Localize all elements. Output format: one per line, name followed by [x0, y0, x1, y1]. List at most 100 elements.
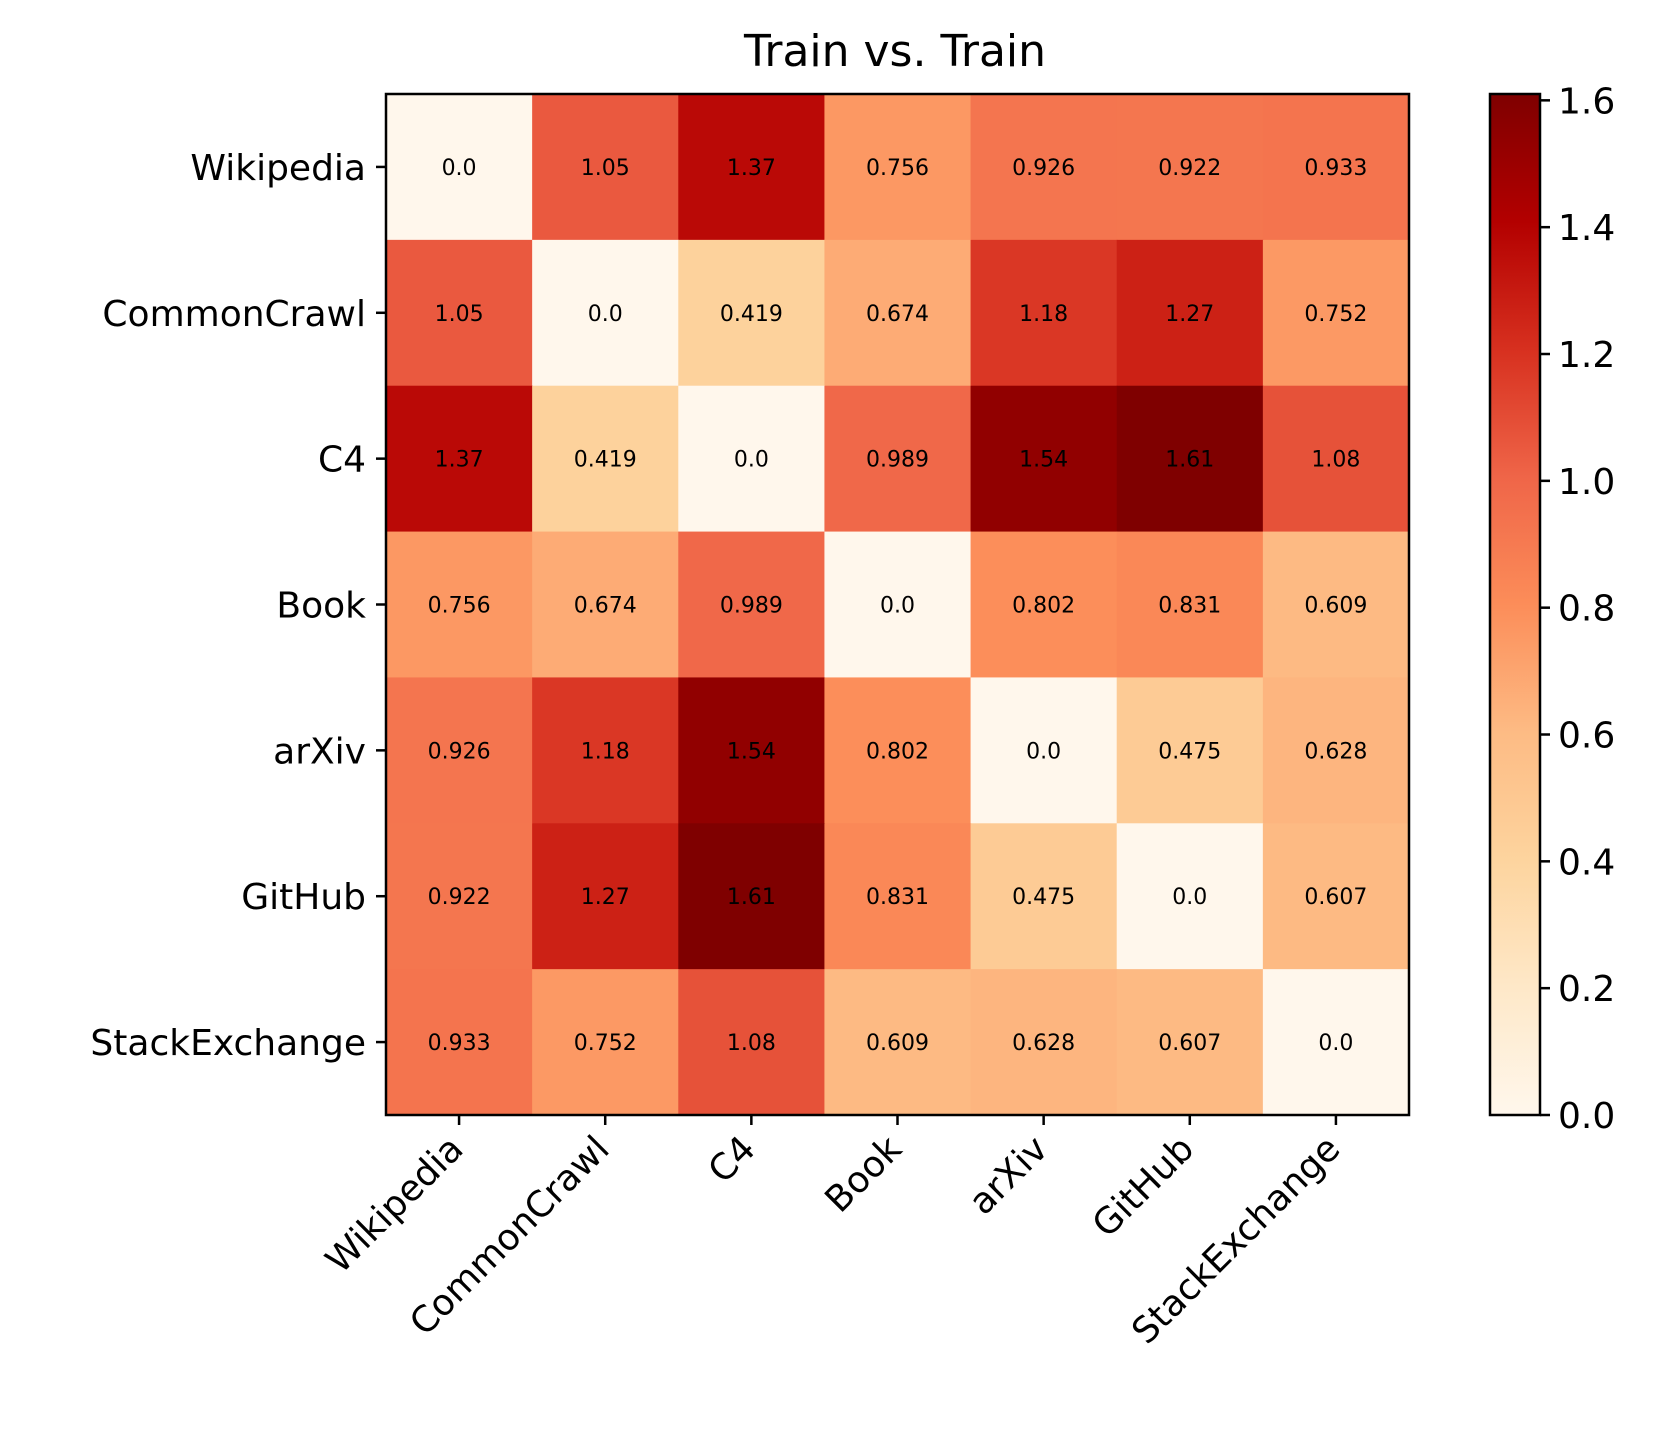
cell-value-label: 0.756	[866, 156, 929, 181]
cell-value-label: 1.27	[581, 885, 630, 910]
heatmap-cell-5-2	[678, 823, 826, 970]
cell-value-label: 1.18	[1019, 302, 1068, 327]
y-axis: Wikipedia CommonCrawl C4 Book arXiv GitHub Sta…	[90, 148, 386, 1064]
x-tick-label: Book	[818, 1128, 910, 1220]
heatmap-cell-labels: 0.0 1.05 1.37 0.756 0.926 0.922 0.933 1.05 0.0 0.…	[428, 156, 1368, 1056]
heatmap-cell-1-3	[824, 239, 972, 387]
heatmap-cell-2-0	[386, 385, 533, 533]
cell-value-label: 0.0	[442, 156, 477, 181]
cell-value-label: 0.989	[866, 448, 929, 473]
heatmap-cell-5-6	[1262, 823, 1410, 970]
colorbar-gradient	[1488, 92, 1542, 1117]
cell-value-label: 0.609	[866, 1031, 929, 1056]
heatmap-cell-2-2	[678, 385, 826, 533]
heatmap-cell-1-1	[532, 239, 679, 387]
colorbar-tick-label: 0.8	[1558, 589, 1615, 630]
cell-value-label: 0.475	[1158, 739, 1221, 764]
cell-value-label: 0.0	[588, 302, 623, 327]
colorbar: 0.0 0.2 0.4 0.6 0.8 1.0 1.2 1.4 1.6	[1488, 81, 1615, 1137]
colorbar-tick-label: 1.6	[1558, 81, 1615, 122]
heatmap-cell-1-0	[386, 239, 533, 387]
heatmap-cell-0-4	[970, 94, 1118, 241]
cell-value-label: 1.18	[581, 739, 630, 764]
cell-value-label: 0.0	[880, 594, 915, 619]
heatmap-cell-2-4	[970, 385, 1118, 533]
cell-value-label: 0.0	[1026, 739, 1061, 764]
x-tick-label: arXiv	[961, 1128, 1056, 1223]
y-tick-label: arXiv	[273, 731, 366, 772]
heatmap-cell-4-0	[386, 677, 533, 824]
colorbar-tick-label: 1.4	[1558, 208, 1615, 249]
heatmap-cell-1-6	[1262, 239, 1410, 387]
heatmap-cell-4-5	[1116, 677, 1264, 824]
heatmap-cell-4-6	[1262, 677, 1410, 824]
heatmap-cell-5-1	[532, 823, 679, 970]
heatmap-cell-2-3	[824, 385, 972, 533]
cell-value-label: 0.674	[574, 594, 637, 619]
heatmap-cell-0-3	[824, 94, 972, 241]
heatmap-cell-1-5	[1116, 239, 1264, 387]
heatmap-cell-3-6	[1262, 531, 1410, 679]
heatmap-cell-4-2	[678, 677, 826, 824]
cell-value-label: 1.08	[1311, 448, 1360, 473]
cell-value-label: 0.802	[1012, 594, 1075, 619]
cell-value-label: 0.607	[1158, 1031, 1221, 1056]
cell-value-label: 0.419	[720, 302, 783, 327]
chart-title: Train vs. Train	[743, 26, 1046, 77]
cell-value-label: 0.802	[866, 739, 929, 764]
heatmap-cell-3-4	[970, 531, 1118, 679]
heatmap-cells	[386, 94, 1410, 1116]
heatmap-cell-5-0	[386, 823, 533, 970]
colorbar-tick-label: 0.6	[1558, 716, 1615, 757]
heatmap-cell-4-4	[970, 677, 1118, 824]
cell-value-label: 0.475	[1012, 885, 1075, 910]
cell-value-label: 0.628	[1012, 1031, 1075, 1056]
y-tick-label: Wikipedia	[190, 148, 366, 189]
heatmap-cell-0-6	[1262, 94, 1410, 241]
heatmap-cell-1-2	[678, 239, 826, 387]
heatmap-cell-6-4	[970, 969, 1118, 1116]
cell-value-label: 0.607	[1304, 885, 1367, 910]
cell-value-label: 0.628	[1304, 739, 1367, 764]
cell-value-label: 0.0	[1172, 885, 1207, 910]
heatmap-cell-3-3	[824, 531, 972, 679]
cell-value-label: 0.752	[574, 1031, 637, 1056]
heatmap-cell-6-0	[386, 969, 533, 1116]
heatmap-cell-6-6	[1262, 969, 1410, 1116]
heatmap-cell-4-3	[824, 677, 972, 824]
y-tick-label: C4	[318, 440, 366, 481]
heatmap-cell-3-1	[532, 531, 679, 679]
heatmap-cell-1-4	[970, 239, 1118, 387]
cell-value-label: 0.0	[1318, 1031, 1353, 1056]
heatmap-cell-2-1	[532, 385, 679, 533]
cell-value-label: 0.933	[428, 1031, 491, 1056]
x-tick-label: C4	[701, 1128, 764, 1191]
cell-value-label: 0.922	[428, 885, 491, 910]
heatmap-cell-6-1	[532, 969, 679, 1116]
colorbar-ticks: 0.0 0.2 0.4 0.6 0.8 1.0 1.2 1.4 1.6	[1540, 81, 1615, 1137]
cell-value-label: 0.674	[866, 302, 929, 327]
colorbar-tick-label: 1.2	[1558, 335, 1615, 376]
cell-value-label: 0.0	[734, 448, 769, 473]
cell-value-label: 0.419	[574, 448, 637, 473]
cell-value-label: 0.926	[428, 739, 491, 764]
heatmap-cell-3-5	[1116, 531, 1264, 679]
colorbar-tick-label: 0.4	[1558, 842, 1615, 883]
cell-value-label: 1.61	[1165, 448, 1214, 473]
cell-value-label: 1.54	[1019, 448, 1068, 473]
heatmap-cell-3-2	[678, 531, 826, 679]
heatmap-cell-5-5	[1116, 823, 1264, 970]
cell-value-label: 1.37	[435, 448, 484, 473]
heatmap-cell-3-0	[386, 531, 533, 679]
cell-value-label: 1.08	[727, 1031, 776, 1056]
colorbar-tick-label: 1.0	[1558, 462, 1615, 503]
cell-value-label: 0.609	[1304, 594, 1367, 619]
cell-value-label: 0.752	[1304, 302, 1367, 327]
heatmap-cell-5-4	[970, 823, 1118, 970]
cell-value-label: 0.933	[1304, 156, 1367, 181]
cell-value-label: 1.05	[435, 302, 484, 327]
cell-value-label: 0.831	[1158, 594, 1221, 619]
heatmap-cell-6-3	[824, 969, 972, 1116]
